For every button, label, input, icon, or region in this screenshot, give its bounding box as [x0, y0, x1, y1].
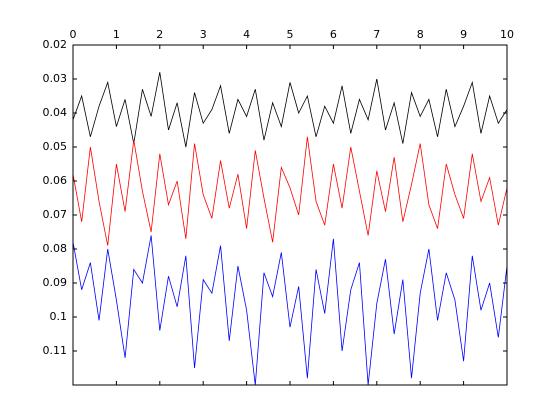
x-tick-label: 10 — [500, 28, 514, 41]
y-tick-label: 0.1 — [50, 310, 68, 323]
y-tick-label: 0.04 — [43, 106, 68, 119]
x-tick-label: 5 — [287, 28, 294, 41]
x-tick-label: 4 — [243, 28, 250, 41]
line-series — [72, 136, 508, 246]
y-tick-label: 0.02 — [43, 38, 68, 51]
y-tick-label: 0.08 — [43, 242, 68, 255]
x-tick-label: 1 — [113, 28, 120, 41]
y-tick-label: 0.09 — [43, 276, 68, 289]
x-tick-label: 3 — [200, 28, 207, 41]
y-tick-label: 0.06 — [43, 174, 68, 187]
y-tick-label: 0.11 — [43, 344, 68, 357]
x-tick-label: 0 — [70, 28, 77, 41]
x-tick-label: 7 — [373, 28, 380, 41]
line-series — [72, 72, 508, 148]
line-series — [72, 235, 508, 386]
y-tick-label: 0.03 — [43, 72, 68, 85]
x-tick-label: 8 — [417, 28, 424, 41]
x-tick-label: 9 — [460, 28, 467, 41]
x-tick-label: 6 — [330, 28, 337, 41]
y-tick-label: 0.05 — [43, 140, 68, 153]
plot-frame — [72, 44, 508, 386]
x-tick-label: 2 — [156, 28, 163, 41]
y-tick-label: 0.07 — [43, 208, 68, 221]
